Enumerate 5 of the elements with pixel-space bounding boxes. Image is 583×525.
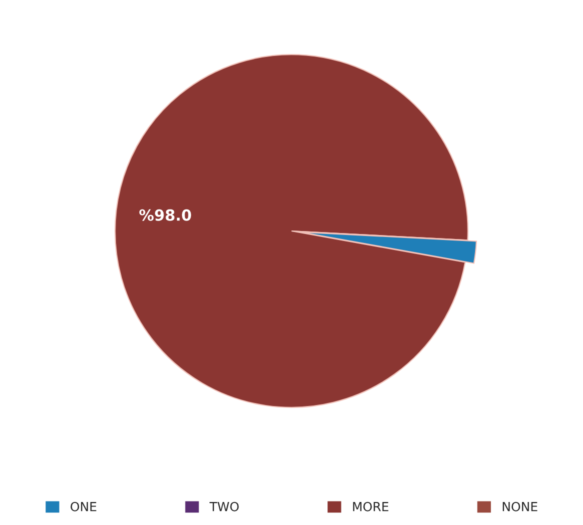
legend-label: TWO — [210, 502, 239, 512]
data-label: %98.0 — [139, 209, 192, 221]
legend-label: ONE — [70, 502, 96, 512]
legend-label: MORE — [353, 502, 388, 512]
legend-label: NONE — [502, 502, 538, 512]
